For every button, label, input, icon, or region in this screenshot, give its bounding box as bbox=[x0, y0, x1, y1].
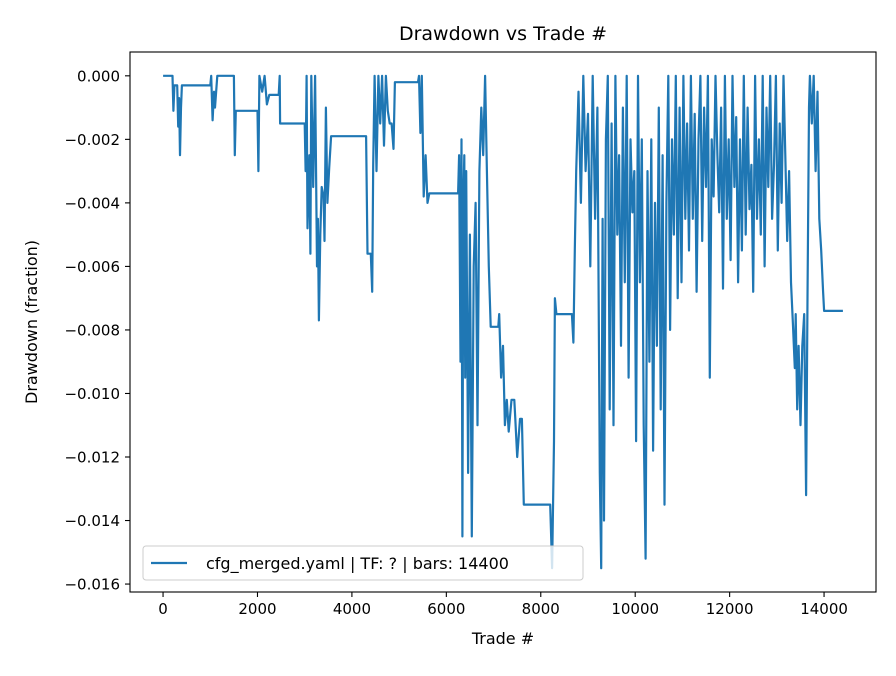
legend-box bbox=[142, 545, 584, 581]
x-tick-label: 4000 bbox=[333, 600, 371, 618]
series-line bbox=[163, 74, 843, 570]
y-tick-label: −0.012 bbox=[64, 449, 120, 467]
x-tick-label: 14000 bbox=[800, 600, 848, 618]
legend-label: cfg_merged.yaml | TF: ? | bars: 14400 bbox=[206, 554, 509, 574]
y-tick-label: −0.002 bbox=[64, 131, 120, 149]
plot-frame bbox=[129, 51, 877, 593]
x-axis-label: Trade # bbox=[471, 629, 534, 648]
x-tick-label: 10000 bbox=[611, 600, 659, 618]
x-tick-label: 12000 bbox=[706, 600, 754, 618]
y-tick-label: −0.004 bbox=[64, 194, 120, 212]
chart-title: Drawdown vs Trade # bbox=[399, 23, 607, 45]
legend: cfg_merged.yaml | TF: ? | bars: 14400 bbox=[142, 545, 584, 581]
y-tick-label: −0.010 bbox=[64, 385, 120, 403]
x-tick-label: 8000 bbox=[522, 600, 560, 618]
y-axis-label: Drawdown (fraction) bbox=[22, 240, 41, 404]
y-tick-label: 0.000 bbox=[77, 67, 120, 85]
y-tick-label: −0.008 bbox=[64, 321, 120, 339]
y-tick-label: −0.014 bbox=[64, 512, 120, 530]
x-tick-label: 6000 bbox=[427, 600, 465, 618]
x-tick-label: 0 bbox=[158, 600, 168, 618]
y-tick-label: −0.016 bbox=[64, 576, 120, 594]
x-tick-label: 2000 bbox=[238, 600, 276, 618]
y-tick-label: −0.006 bbox=[64, 258, 120, 276]
